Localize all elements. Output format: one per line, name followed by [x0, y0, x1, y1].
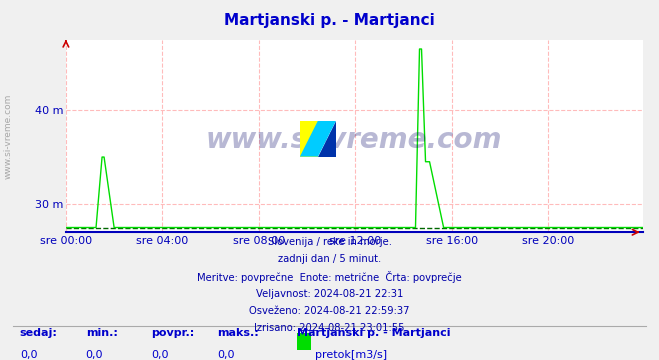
- Text: 0,0: 0,0: [86, 350, 103, 360]
- Text: sedaj:: sedaj:: [20, 328, 57, 338]
- Text: 0,0: 0,0: [217, 350, 235, 360]
- Text: 0,0: 0,0: [20, 350, 38, 360]
- Polygon shape: [300, 121, 318, 157]
- Text: min.:: min.:: [86, 328, 117, 338]
- Text: pretok[m3/s]: pretok[m3/s]: [315, 350, 387, 360]
- Text: zadnji dan / 5 minut.: zadnji dan / 5 minut.: [278, 254, 381, 264]
- Text: maks.:: maks.:: [217, 328, 259, 338]
- Text: povpr.:: povpr.:: [152, 328, 195, 338]
- Text: Izrisano: 2024-08-21 23:01:55: Izrisano: 2024-08-21 23:01:55: [254, 323, 405, 333]
- Polygon shape: [318, 121, 336, 157]
- Text: 0,0: 0,0: [152, 350, 169, 360]
- Text: Martjanski p. - Martjanci: Martjanski p. - Martjanci: [224, 13, 435, 28]
- Text: www.si-vreme.com: www.si-vreme.com: [206, 126, 502, 154]
- Text: Slovenija / reke in morje.: Slovenija / reke in morje.: [268, 237, 391, 247]
- Text: Veljavnost: 2024-08-21 22:31: Veljavnost: 2024-08-21 22:31: [256, 289, 403, 299]
- Polygon shape: [300, 121, 336, 157]
- Text: Meritve: povprečne  Enote: metrične  Črta: povprečje: Meritve: povprečne Enote: metrične Črta:…: [197, 271, 462, 283]
- Text: www.si-vreme.com: www.si-vreme.com: [3, 94, 13, 180]
- Text: Martjanski p. - Martjanci: Martjanski p. - Martjanci: [297, 328, 450, 338]
- Text: Osveženo: 2024-08-21 22:59:37: Osveženo: 2024-08-21 22:59:37: [249, 306, 410, 316]
